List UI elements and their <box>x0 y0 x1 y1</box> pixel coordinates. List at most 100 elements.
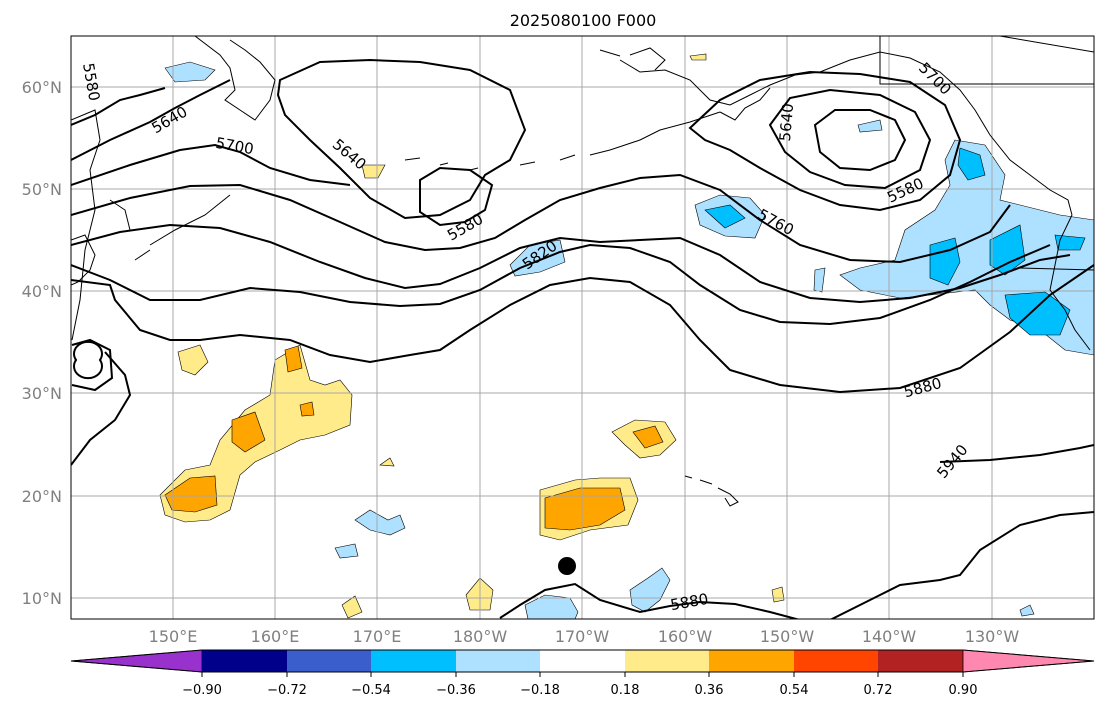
colorbar-segment <box>456 650 540 672</box>
contour-low-aleutian-inner <box>419 166 494 227</box>
contour-label: 5640 <box>776 102 797 142</box>
contour-5880 <box>71 264 1094 394</box>
coastlines <box>71 36 1094 507</box>
contour-small-west-low <box>73 340 103 380</box>
map-panel: 5580 5640 5700 5640 5580 5820 5760 5640 … <box>71 36 1094 619</box>
contour-east-5880-south <box>829 511 1094 619</box>
positive-shading <box>159 53 785 619</box>
neg-region-northeast-core-a <box>957 147 986 181</box>
colorbar-segment <box>371 650 456 672</box>
neg-region-tropics-d <box>629 567 671 613</box>
lon-axis: 150°E 160°E 170°E 180°W 170°W 160°W 150°… <box>149 627 1020 646</box>
pos-region-tiny-f <box>689 53 707 61</box>
contour-5880-tropics <box>499 582 801 619</box>
lat-axis: 60°N 50°N 40°N 30°N 20°N 10°N <box>22 78 62 608</box>
colorbar-segment <box>794 650 878 672</box>
colorbar-segment <box>540 650 625 672</box>
lon-tick-label: 170°W <box>555 627 610 646</box>
coast-bc-wa <box>1049 214 1091 351</box>
pos-region-tiny-a <box>379 457 395 467</box>
neg-region-tropics-e <box>1019 604 1035 617</box>
colorbar-tick-label: −0.18 <box>520 683 560 698</box>
lat-tick-label: 40°N <box>22 282 62 301</box>
lon-tick-label: 160°E <box>251 627 300 646</box>
coast-kamchatka <box>194 36 276 121</box>
colorbar-tick-label: −0.54 <box>351 683 391 698</box>
map-title: 2025080100 F000 <box>510 11 657 30</box>
contour-low-gulf-mid <box>768 88 932 190</box>
neg-region-northeast-core-c <box>989 224 1026 276</box>
colorbar-extend-left <box>70 649 203 673</box>
neg-region-small-gulf <box>813 267 826 293</box>
pos-region-tropical-center-core <box>544 487 626 531</box>
lat-tick-label: 50°N <box>22 180 62 199</box>
pos-region-band-core-a <box>164 475 218 513</box>
negative-shading <box>164 61 1094 619</box>
colorbar-tick-label: 0.18 <box>611 683 640 698</box>
pos-region-band-core-d <box>299 401 315 417</box>
contour-low-gulf-inner <box>813 109 907 172</box>
colorbar-segment <box>709 650 794 672</box>
contour-small-west-low-outer <box>71 338 114 392</box>
coast-chukotka <box>599 47 666 71</box>
contour-west-edge <box>71 351 132 466</box>
neg-region-northeast-core-d <box>1004 291 1071 336</box>
colorbar-extend-right <box>962 649 1095 673</box>
pos-region-band-core-c <box>284 345 303 373</box>
lat-tick-label: 20°N <box>22 487 62 506</box>
lon-tick-label: 150°E <box>149 627 198 646</box>
neg-region-tropics-b <box>334 543 359 559</box>
lat-tick-label: 10°N <box>22 589 62 608</box>
coast-hawaii <box>684 475 739 507</box>
lon-tick-label: 170°E <box>353 627 402 646</box>
coast-alaska <box>619 51 1073 216</box>
colorbar-tick-label: 0.90 <box>949 683 978 698</box>
colorbar-tick-label: −0.72 <box>267 683 307 698</box>
map-frame <box>70 35 1095 620</box>
colorbar-segment <box>202 650 287 672</box>
lon-tick-label: 180°W <box>453 627 508 646</box>
colorbar-ticks <box>201 672 964 677</box>
lon-tick-label: 140°W <box>862 627 917 646</box>
colorbar: −0.90 −0.72 −0.54 −0.36 −0.18 0.18 0.36 … <box>70 649 1095 698</box>
pos-region-hawaii-north-core <box>632 425 664 449</box>
coast-japan <box>71 234 96 286</box>
contour-5580-west <box>71 87 166 126</box>
height-contours <box>71 58 1094 619</box>
contour-5700-west <box>71 143 351 186</box>
contour-5820 <box>71 243 1051 326</box>
lat-tick-label: 30°N <box>22 384 62 403</box>
contour-low-gulf-outer <box>688 70 962 212</box>
lon-tick-label: 160°W <box>658 627 713 646</box>
colorbar-tick-label: 0.36 <box>695 683 724 698</box>
contour-5940 <box>939 444 1094 463</box>
contour-high-1 <box>71 173 1011 264</box>
pos-region-small-west <box>177 344 209 376</box>
coast-aleutians <box>404 111 721 171</box>
pos-region-band-core-b <box>231 411 266 453</box>
graticule <box>71 36 1094 619</box>
neg-region-gulf-west-core <box>704 204 746 229</box>
colorbar-tick-label: −0.36 <box>436 683 476 698</box>
pos-region-tiny-d <box>771 586 785 603</box>
neg-region-tropics-a <box>354 509 406 536</box>
lon-tick-label: 130°W <box>965 627 1020 646</box>
colorbar-segment <box>625 650 709 672</box>
colorbar-segment <box>287 650 371 672</box>
contour-5640-west <box>71 79 231 161</box>
neg-region-northeast-core-e <box>1054 234 1086 251</box>
colorbar-tick-label: 0.54 <box>780 683 809 698</box>
neg-region-alaska-small <box>857 119 883 133</box>
lon-tick-label: 150°W <box>760 627 815 646</box>
colorbar-segment <box>878 650 963 672</box>
contour-high-2 <box>71 223 1071 304</box>
lat-tick-label: 60°N <box>22 78 62 97</box>
pos-region-tiny-b <box>341 595 363 619</box>
coast-canada-border <box>879 36 1094 271</box>
colorbar-tick-label: −0.90 <box>182 683 222 698</box>
coast-sakhalin-kurils <box>71 109 231 341</box>
neg-region-tropics-c <box>524 594 579 619</box>
coast-alaska-peninsula <box>719 87 771 121</box>
colorbar-tick-label: 0.72 <box>864 683 893 698</box>
